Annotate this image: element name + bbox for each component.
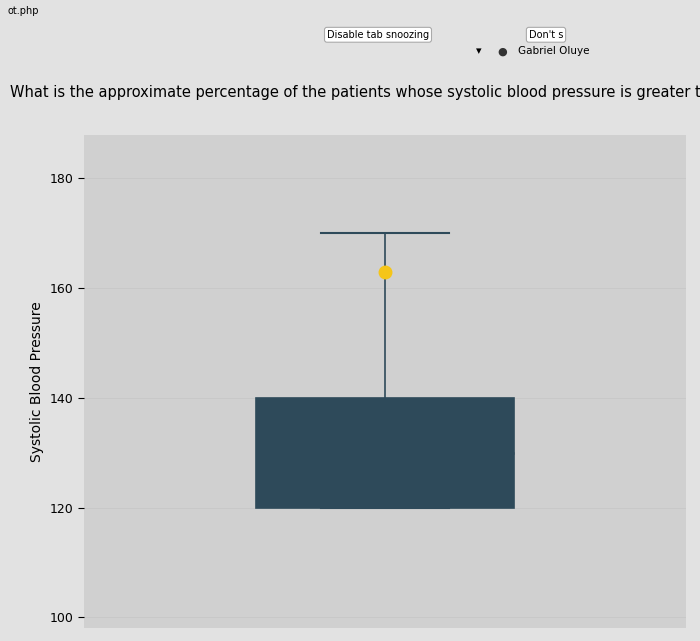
Text: ot.php: ot.php [7, 6, 38, 16]
Text: Don't s: Don't s [528, 29, 564, 40]
Text: Gabriel Oluye: Gabriel Oluye [518, 46, 589, 56]
PathPatch shape [256, 398, 514, 508]
Text: ▾: ▾ [476, 46, 482, 56]
Text: What is the approximate percentage of the patients whose systolic blood pressure: What is the approximate percentage of th… [10, 85, 700, 101]
Text: ●: ● [497, 46, 507, 56]
Text: Disable tab snoozing: Disable tab snoozing [327, 29, 429, 40]
Y-axis label: Systolic Blood Pressure: Systolic Blood Pressure [30, 301, 44, 462]
